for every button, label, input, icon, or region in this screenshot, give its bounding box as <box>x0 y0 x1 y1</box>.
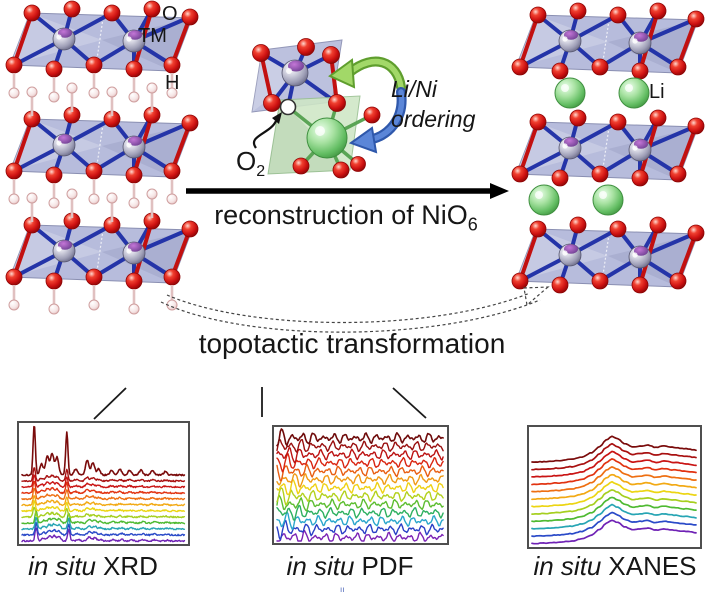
xanes-trace <box>531 473 697 501</box>
topotactic-arrow <box>160 286 550 333</box>
xrd-panel-label: in situ XRD <box>28 551 158 581</box>
li-ni-atom-central <box>306 117 348 159</box>
xrd-trace <box>21 495 186 507</box>
xrd-trace <box>21 425 186 477</box>
xrd-trace <box>21 480 186 495</box>
slab-layer <box>510 1 706 81</box>
pdf-panel-label: in situ PDF <box>286 551 414 581</box>
lithium-atoms <box>528 77 650 216</box>
xrd-trace <box>21 516 186 531</box>
xrd-trace <box>21 499 186 513</box>
tm-label: TM <box>138 25 167 47</box>
pdf-trace <box>276 428 444 447</box>
xanes-trace <box>531 503 697 530</box>
li-ni-ordering-label: Li/Ni ordering <box>391 76 476 132</box>
xanes-trace <box>531 458 697 486</box>
pdf-trace <box>276 487 444 506</box>
octahedra-oxygen-atoms <box>252 38 381 179</box>
oxygen-label: O <box>162 3 178 25</box>
pdf-trace <box>276 519 444 541</box>
xanes-trace <box>531 450 697 478</box>
pdf-trace <box>276 511 444 531</box>
pdf-trace <box>276 453 444 473</box>
xrd-trace <box>21 506 186 519</box>
xanes-trace <box>531 519 697 545</box>
pdf-trace <box>276 447 444 464</box>
li-ni-exchange-arrow-blue <box>348 87 407 154</box>
xrd-trace <box>21 467 186 483</box>
pdf-traces <box>276 428 444 542</box>
pdf-panel <box>272 425 449 545</box>
pdf-trace <box>276 463 444 482</box>
xrd-trace <box>21 509 186 525</box>
topotactic-label: topotactic transformation <box>198 328 506 359</box>
xanes-trace <box>531 496 697 523</box>
xanes-trace <box>531 466 697 493</box>
pdf-trace <box>276 473 444 488</box>
lithium-nickelate-structure <box>510 1 706 295</box>
bottom-artifact: ıı <box>340 585 345 594</box>
o2-release-label: O2 <box>236 146 266 181</box>
nickel-hydroxide-structure <box>6 1 198 314</box>
o2-release-arrow <box>252 112 282 149</box>
xanes-trace <box>531 511 697 538</box>
xrd-trace <box>21 487 186 501</box>
xanes-panel-label: in situ XANES <box>533 551 697 581</box>
nio6-octahedra-pair <box>251 38 407 179</box>
xrd-traces <box>21 425 186 543</box>
pdf-trace <box>276 479 444 496</box>
xanes-trace <box>531 442 697 471</box>
reaction-arrow <box>186 183 509 199</box>
pdf-trace <box>276 494 444 512</box>
connector-line-xrd <box>93 387 127 420</box>
oxygen-vacancy <box>279 98 297 116</box>
pdf-trace <box>276 438 444 453</box>
xanes-trace <box>531 435 697 463</box>
xrd-panel <box>17 421 190 546</box>
xrd-trace <box>21 527 186 543</box>
connector-line-xanes <box>392 387 427 419</box>
li-ni-exchange-arrow-green <box>328 56 406 92</box>
hydrogen-label: H <box>165 72 180 94</box>
xanes-panel <box>527 425 702 549</box>
xrd-trace <box>21 521 186 537</box>
pdf-trace <box>276 504 444 521</box>
xanes-trace <box>531 489 697 515</box>
lithium-label: Li <box>649 81 665 103</box>
xanes-traces <box>531 435 697 545</box>
reaction-arrow-label: reconstruction of NiO6 <box>214 200 478 235</box>
xanes-trace <box>531 480 697 508</box>
xrd-trace <box>21 474 186 489</box>
pdf-trace <box>276 529 444 542</box>
